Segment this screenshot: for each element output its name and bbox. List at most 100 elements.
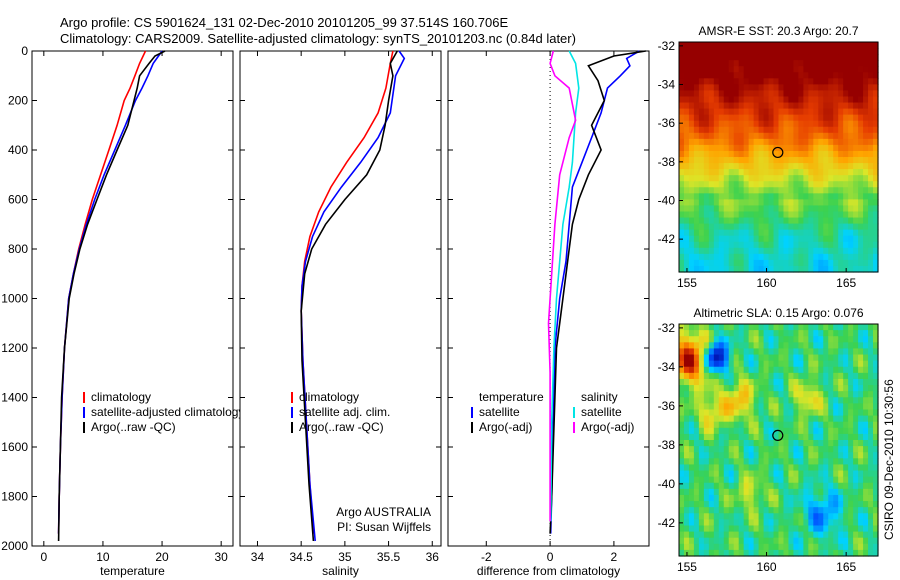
- map-cell: [838, 78, 844, 85]
- map-cell: [803, 169, 809, 176]
- map-cell: [748, 482, 755, 490]
- map-cell: [843, 205, 849, 213]
- map-cell: [868, 458, 874, 466]
- map-cell: [818, 336, 824, 343]
- map-cell: [778, 157, 785, 164]
- map-cell: [679, 372, 685, 380]
- map-cell: [863, 205, 869, 213]
- map-cell: [753, 427, 760, 435]
- map-cell: [798, 199, 804, 207]
- map-cell: [683, 385, 690, 392]
- map-cell: [738, 114, 745, 122]
- map-cell: [708, 48, 715, 55]
- map-cell: [723, 241, 730, 249]
- map-cell: [793, 150, 799, 158]
- map-cell: [723, 440, 730, 447]
- map-cell: [813, 531, 819, 539]
- map-cell: [853, 229, 859, 237]
- map-cell: [748, 150, 755, 158]
- map-cell: [808, 452, 814, 459]
- map-cell: [773, 138, 780, 146]
- map-cell: [788, 157, 795, 164]
- map-cell: [828, 126, 834, 134]
- map-cell: [833, 169, 839, 176]
- map-cell: [853, 446, 859, 453]
- map-cell: [858, 452, 864, 459]
- map-cell: [803, 464, 809, 472]
- map-cell: [818, 415, 824, 423]
- map-cell: [838, 354, 844, 362]
- map-cell: [823, 519, 829, 527]
- map-cell: [778, 348, 785, 356]
- map-cell: [713, 132, 720, 140]
- map-cell: [738, 378, 745, 386]
- map-cell: [763, 360, 770, 368]
- map-cell: [783, 102, 790, 110]
- map-cell: [848, 193, 854, 200]
- map-cell: [708, 501, 715, 508]
- map-cell: [848, 247, 854, 255]
- map-cell: [693, 488, 700, 496]
- map-cell: [778, 464, 785, 472]
- map-cell: [833, 476, 839, 484]
- map-cell: [818, 138, 824, 146]
- map-cell: [863, 549, 869, 557]
- map-cell: [773, 543, 780, 551]
- map-cell: [728, 378, 735, 386]
- map-cell: [803, 259, 809, 267]
- map-cell: [848, 187, 854, 194]
- map-cell: [843, 421, 849, 429]
- map-cell: [793, 391, 799, 398]
- map-cell: [728, 108, 735, 116]
- map-cell: [743, 144, 750, 152]
- map-cell: [843, 446, 849, 453]
- map-cell: [858, 354, 864, 362]
- map-cell: [858, 48, 864, 55]
- map-cell: [858, 385, 864, 392]
- map-cell: [833, 366, 839, 374]
- map-cell: [763, 525, 770, 533]
- map-cell: [718, 427, 725, 435]
- map-cell: [848, 342, 854, 350]
- map-cell: [708, 494, 715, 502]
- map-cell: [753, 157, 760, 164]
- map-cell: [828, 519, 834, 527]
- map-cell: [788, 265, 795, 273]
- map-cell: [693, 342, 700, 350]
- map-cell: [873, 193, 879, 200]
- map-cell: [763, 114, 770, 122]
- map-cell: [873, 342, 879, 350]
- map-cell: [768, 54, 775, 61]
- map-cell: [783, 324, 790, 331]
- map-cell: [708, 241, 715, 249]
- map-cell: [858, 90, 864, 98]
- map-cell: [778, 114, 785, 122]
- x-tick-label: 34: [251, 550, 265, 564]
- map-cell: [793, 501, 799, 508]
- map-cell: [763, 217, 770, 225]
- map-cell: [858, 427, 864, 435]
- map-cell: [713, 537, 720, 545]
- map-cell: [838, 48, 844, 55]
- map-cell: [713, 102, 720, 110]
- map-cell: [833, 217, 839, 225]
- map-cell: [753, 163, 760, 170]
- map-cell: [743, 519, 750, 527]
- map-cell: [868, 391, 874, 398]
- map-cell: [793, 324, 799, 331]
- map-cell: [743, 507, 750, 514]
- map-cell: [738, 482, 745, 490]
- map-cell: [733, 458, 740, 466]
- map-cell: [723, 205, 730, 213]
- map-cell: [853, 48, 859, 55]
- map-cell: [793, 157, 799, 164]
- map-cell: [848, 494, 854, 502]
- map-cell: [683, 531, 690, 539]
- map-cell: [788, 229, 795, 237]
- map-cell: [758, 229, 765, 237]
- map-cell: [808, 114, 814, 122]
- map-cell: [743, 421, 750, 429]
- map-cell: [793, 42, 799, 49]
- map-cell: [808, 458, 814, 466]
- map-cell: [828, 217, 834, 225]
